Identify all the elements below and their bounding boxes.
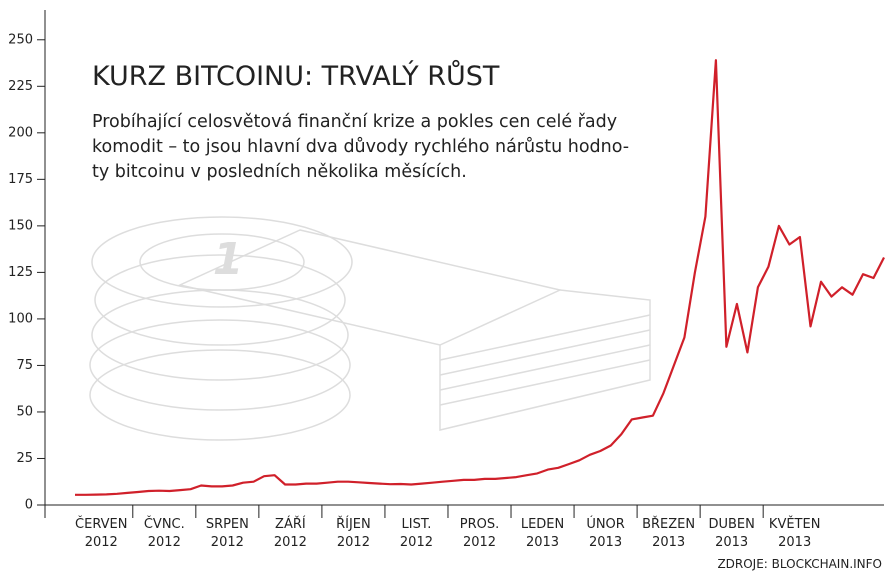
x-tick-label-year: 2012 bbox=[337, 535, 370, 550]
coin-illustration bbox=[90, 217, 650, 440]
x-tick-label-year: 2012 bbox=[148, 535, 181, 550]
x-tick-label: BŘEZEN bbox=[642, 516, 695, 532]
x-tick-label: LIST. bbox=[402, 517, 432, 532]
x-tick-label-year: 2012 bbox=[211, 535, 244, 550]
subtitle-line: ty bitcoinu v posledních několika měsící… bbox=[92, 162, 467, 182]
x-tick-label: ÚNOR bbox=[586, 516, 625, 532]
x-tick-label-year: 2012 bbox=[85, 535, 118, 550]
x-tick-label-year: 2013 bbox=[526, 535, 559, 550]
y-tick-label: 175 bbox=[8, 172, 33, 187]
coin-label: 1 bbox=[213, 234, 244, 285]
chart: 1 KURZ BITCOINU: TRVALÝ RŮST Probíhající… bbox=[0, 0, 886, 574]
x-tick-label: PROS. bbox=[460, 517, 500, 532]
subtitle-line: komodit – to jsou hlavní dva důvody rych… bbox=[92, 137, 629, 157]
y-tick-label: 150 bbox=[8, 218, 33, 233]
x-tick-label: ŘÍJEN bbox=[336, 516, 371, 532]
source: ZDROJE: BLOCKCHAIN.INFO bbox=[717, 557, 882, 571]
x-tick-label-year: 2012 bbox=[400, 535, 433, 550]
x-tick-label: ČVNC. bbox=[144, 516, 185, 532]
y-tick-label: 75 bbox=[16, 358, 33, 373]
y-tick-label: 200 bbox=[8, 125, 33, 140]
subtitle-line: Probíhající celosvětová finanční krize a… bbox=[92, 112, 617, 132]
x-tick-label-year: 2012 bbox=[463, 535, 496, 550]
x-tick-label: LEDEN bbox=[521, 517, 564, 532]
x-tick-label: DUBEN bbox=[708, 517, 754, 532]
y-tick-label: 50 bbox=[16, 404, 33, 419]
y-tick-label: 25 bbox=[16, 451, 33, 466]
x-tick-label-year: 2013 bbox=[589, 535, 622, 550]
y-tick-label: 100 bbox=[8, 311, 33, 326]
x-tick-label-year: 2012 bbox=[274, 535, 307, 550]
y-tick-label: 0 bbox=[25, 498, 33, 513]
y-tick-label: 225 bbox=[8, 79, 33, 94]
x-tick-label: KVĚTEN bbox=[769, 516, 821, 532]
x-tick-label-year: 2013 bbox=[715, 535, 748, 550]
y-tick-label: 125 bbox=[8, 265, 33, 280]
x-tick-label: SRPEN bbox=[206, 517, 249, 532]
chart-title: KURZ BITCOINU: TRVALÝ RŮST bbox=[92, 60, 500, 92]
y-tick-label: 250 bbox=[8, 32, 33, 47]
x-tick-label: ZÁŘÍ bbox=[275, 516, 306, 532]
x-tick-label: ČERVEN bbox=[75, 516, 127, 532]
x-tick-label-year: 2013 bbox=[652, 535, 685, 550]
x-tick-label-year: 2013 bbox=[778, 535, 811, 550]
